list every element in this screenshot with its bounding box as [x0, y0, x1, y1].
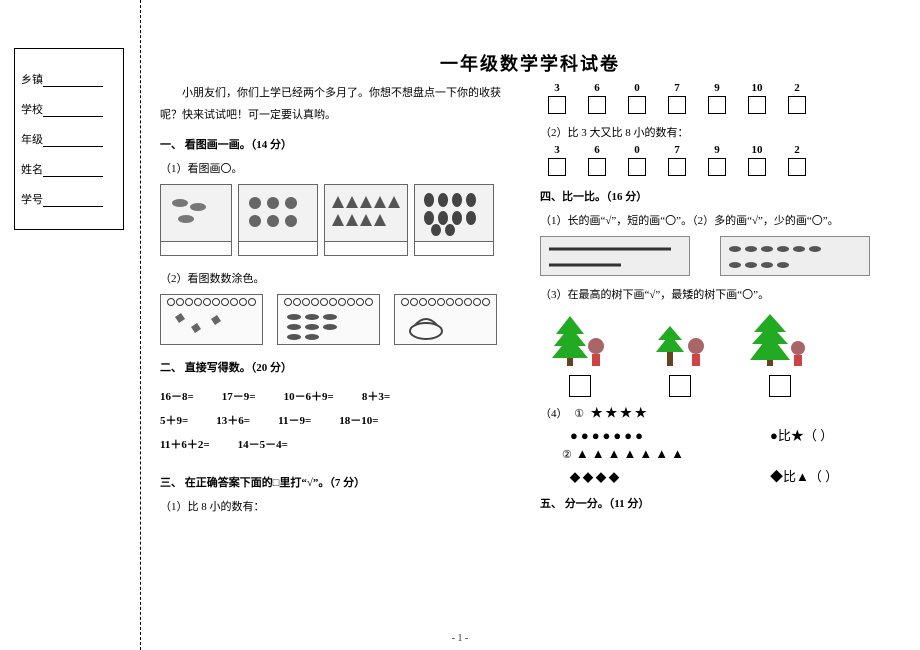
num-row-2: 36079102 [548, 144, 900, 156]
section-3-p1: （1）比 8 小的数有： [160, 498, 520, 514]
section-1-head: 一、 看图画一画。（14 分） [160, 136, 520, 152]
diam-row: ◆◆◆◆◆比▲（ ） [570, 466, 900, 485]
section-5-head: 五、 分一分。（11 分） [540, 495, 900, 511]
page-number: - 1 - [0, 633, 920, 644]
pic-eggs [414, 184, 494, 256]
compare-images [540, 236, 900, 276]
field-school: 学校 [21, 101, 117, 117]
math-problems: 16－8=17－9=10－6＋9=8＋3= 5＋9=13＋6=11－9=18－1… [160, 385, 520, 458]
color-row [160, 294, 520, 345]
color-box-2 [277, 294, 380, 345]
section-2-head: 二、 直接写得数。（20 分） [160, 359, 520, 375]
dots-row: ●●●●●●●●比★（ ） [570, 425, 900, 444]
compare-more-less [720, 236, 870, 276]
box-row-2 [548, 158, 900, 176]
section-3-head: 三、 在正确答案下面的□里打“√”。（7 分） [160, 474, 520, 490]
color-box-1 [160, 294, 263, 345]
stars-row: ★★★★ [591, 405, 650, 420]
field-grade: 年级 [21, 131, 117, 147]
field-name: 姓名 [21, 161, 117, 177]
pic-trees [324, 184, 408, 256]
section-3-p2: （2）比 3 大又比 8 小的数有： [540, 124, 900, 140]
section-1-p2: （2）看图数数涂色。 [160, 270, 520, 286]
tree-3 [750, 312, 810, 397]
section-4-p4: （4） ① ★★★★ [540, 405, 900, 421]
section-4-p3: （3）在最高的树下画“√”，最矮的树下画“〇”。 [540, 286, 900, 302]
tris-row: ▲▲▲▲▲▲▲ [576, 446, 687, 461]
color-box-3 [394, 294, 497, 345]
section-1-p1: （1）看图画〇。 [160, 160, 520, 176]
tree-row [550, 312, 900, 397]
picture-row-1 [160, 184, 520, 256]
box-row-1 [548, 96, 900, 114]
tree-1 [550, 312, 610, 397]
pic-cats [238, 184, 318, 256]
fold-line [140, 0, 141, 650]
intro-text: 小朋友们，你们上学已经两个多月了。你想不想盘点一下你的收获呢？快来试试吧！可一定… [160, 82, 520, 126]
num-row-1: 36079102 [548, 82, 900, 94]
compare-long-short [540, 236, 690, 276]
field-id: 学号 [21, 191, 117, 207]
student-info-box: 乡镇 学校 年级 姓名 学号 [14, 48, 124, 230]
section-4-p1: （1）长的画“√”，短的画“〇”。（2）多的画“√”，少的画“〇”。 [540, 212, 900, 228]
pic-fish [160, 184, 232, 256]
field-township: 乡镇 [21, 71, 117, 87]
section-4-head: 四、比一比。（16 分） [540, 188, 900, 204]
tree-2 [650, 312, 710, 397]
